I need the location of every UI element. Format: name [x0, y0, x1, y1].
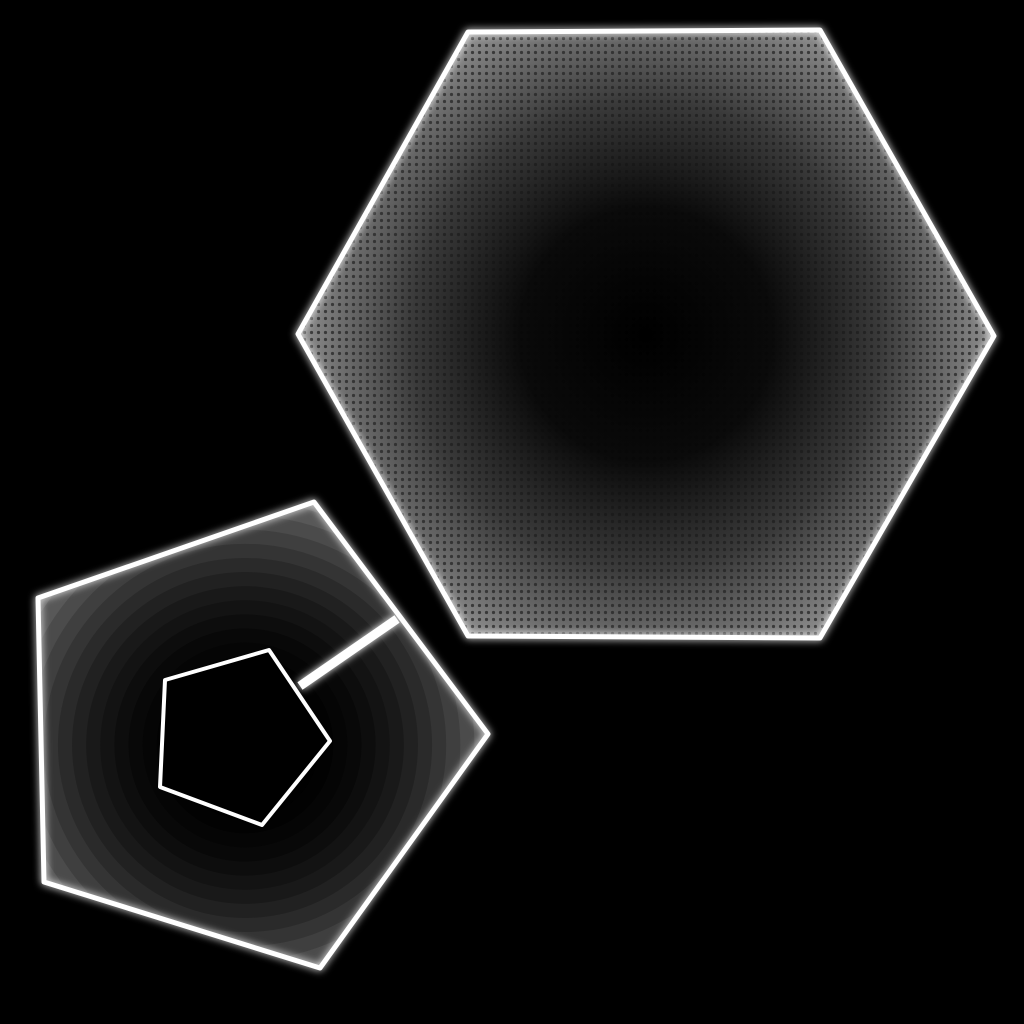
- outer-pentagon-outline: [35, 499, 491, 971]
- large-hexagon: [295, 27, 997, 641]
- inner-pentagon: [158, 648, 332, 827]
- connector-bar: [297, 615, 400, 690]
- hexagon-outline: [295, 27, 997, 641]
